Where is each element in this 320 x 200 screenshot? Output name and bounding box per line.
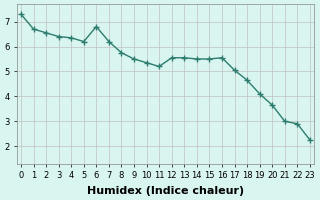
X-axis label: Humidex (Indice chaleur): Humidex (Indice chaleur): [87, 186, 244, 196]
